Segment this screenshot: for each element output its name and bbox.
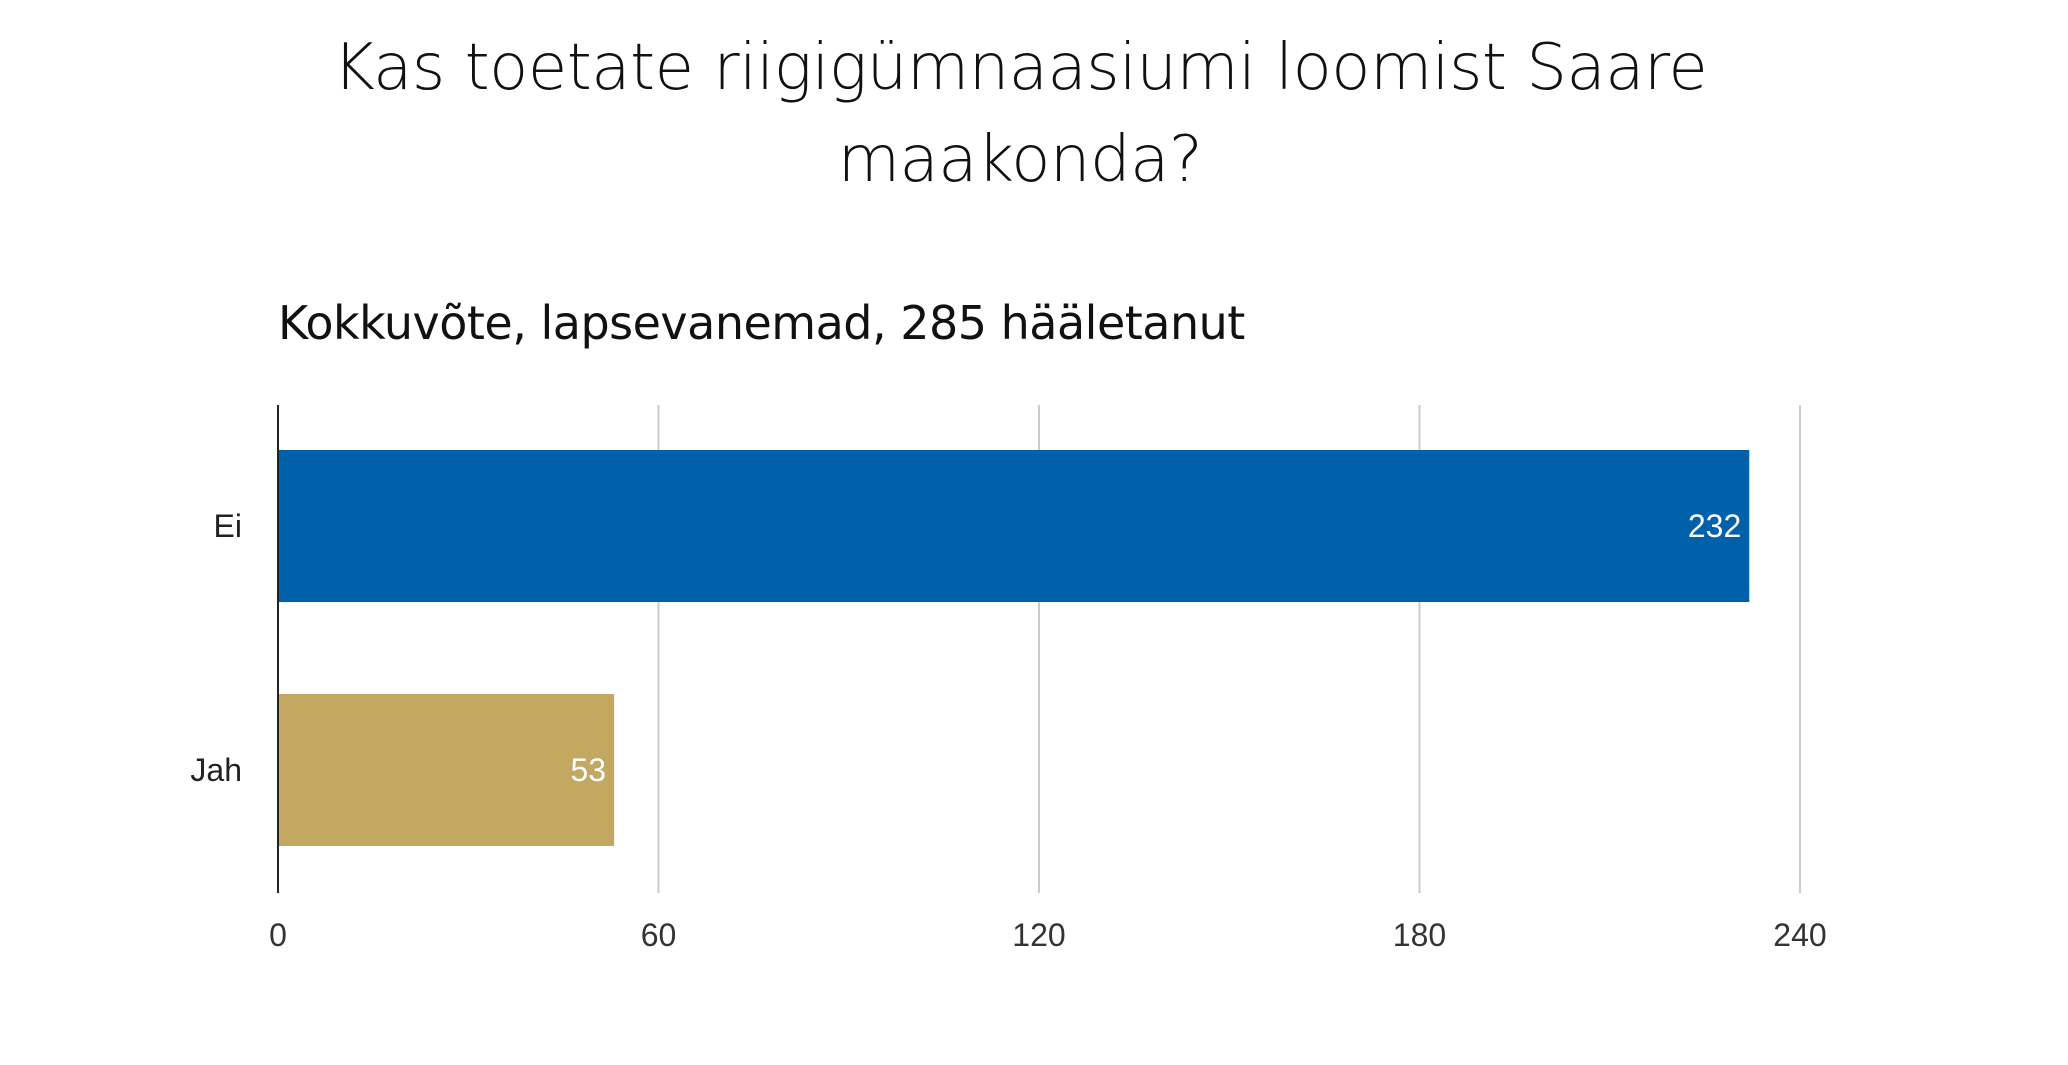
x-tick-label: 0 (269, 917, 287, 953)
chart-title: Kas toetate riigigümnaasiumi loomist Saa… (332, 31, 1708, 197)
category-label: Ei (214, 508, 242, 544)
bar-jah (278, 694, 615, 846)
x-tick-label: 180 (1393, 917, 1446, 953)
category-label: Jah (190, 752, 242, 788)
value-label: 232 (1688, 508, 1741, 544)
bar-ei (278, 450, 1750, 602)
chart-subtitle: Kokkuvõte, lapsevanemad, 285 hääletanut (278, 296, 1245, 350)
x-tick-label: 120 (1012, 917, 1065, 953)
x-tick-label: 60 (641, 917, 677, 953)
labels: 0 60 120 180 240 Ei 232 Jah 53 (190, 508, 1826, 953)
bars (278, 450, 1750, 846)
x-tick-label: 240 (1773, 917, 1826, 953)
value-label: 53 (571, 752, 607, 788)
